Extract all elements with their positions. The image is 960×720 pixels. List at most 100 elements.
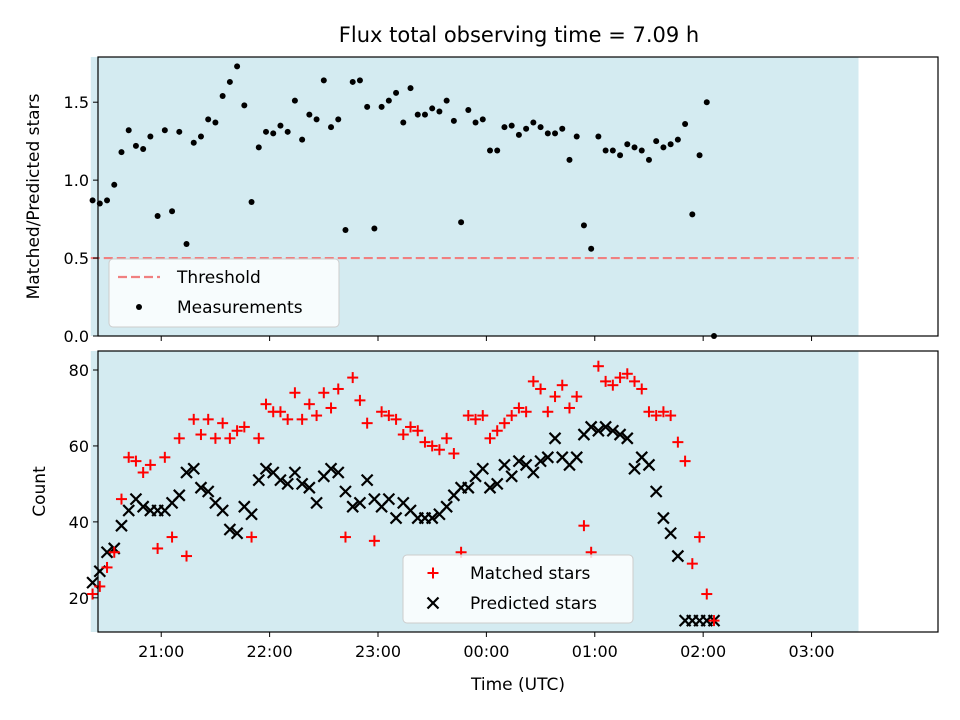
measurement-point	[523, 125, 530, 132]
matched-star-point	[115, 493, 127, 505]
matched-star-point	[665, 410, 677, 422]
matched-star-point	[701, 588, 713, 600]
measurement-point	[414, 111, 421, 118]
measurement-point	[645, 156, 652, 163]
matched-star-point	[405, 421, 417, 433]
predicted-star-point	[462, 481, 475, 494]
matched-star-point	[108, 546, 120, 558]
matched-star-point	[217, 417, 229, 429]
predicted-star-point	[490, 477, 504, 491]
matched-star-point	[274, 406, 286, 418]
matched-star-point	[578, 520, 590, 532]
count-legend-box	[402, 554, 634, 624]
ratio-x-ticks	[160, 336, 813, 341]
matched-star-point	[527, 375, 539, 387]
matched-star-point	[477, 410, 489, 422]
matched-star-point	[397, 429, 409, 441]
matched-star-point	[571, 391, 583, 403]
measurement-point	[602, 147, 609, 154]
measurement-point	[472, 119, 479, 126]
matched-star-point	[347, 372, 359, 384]
measurement-point	[241, 102, 248, 109]
time-x-tick-label-5: 02:00	[680, 642, 726, 661]
ratio-panel-frame	[97, 56, 939, 337]
legend-predicted-marker	[426, 596, 440, 610]
matched-star-point	[339, 531, 351, 543]
predicted-star-point	[505, 470, 518, 483]
matched-star-point	[491, 425, 503, 437]
measurement-point	[125, 127, 132, 134]
measurement-point	[595, 133, 602, 140]
measurement-point	[458, 219, 465, 226]
predicted-star-point	[483, 481, 497, 494]
measurement-point	[356, 77, 363, 84]
matched-star-point	[390, 413, 402, 425]
matched-star-point	[462, 410, 474, 422]
measurement-point	[385, 97, 392, 104]
predicted-star-point	[628, 462, 641, 475]
predicted-star-point	[527, 466, 540, 479]
count-y-tick-label-3: 80	[69, 361, 89, 380]
predicted-star-point	[440, 500, 453, 513]
predicted-star-point	[223, 523, 237, 536]
predicted-star-point	[259, 462, 273, 475]
predicted-star-point	[548, 432, 562, 445]
predicted-star-point	[100, 545, 114, 559]
matched-star-point	[535, 383, 547, 395]
measurement-point	[400, 119, 407, 126]
measurement-point	[263, 128, 269, 135]
matched-star-point	[195, 429, 207, 441]
ratio-y-tick-label-1: 0.5	[64, 249, 89, 268]
matched-star-point	[238, 421, 250, 433]
predicted-star-point	[324, 462, 338, 475]
measurement-point	[147, 133, 154, 140]
predicted-star-point	[592, 424, 605, 438]
measurement-point	[349, 78, 356, 85]
matched-star-point	[657, 406, 669, 418]
measurement-point	[530, 119, 537, 126]
legend-matched-label: Matched stars	[470, 564, 590, 584]
measurement-point	[588, 245, 595, 252]
measurement-point	[617, 152, 624, 159]
measurement-point	[291, 97, 298, 104]
matched-star-point	[441, 432, 453, 444]
matched-star-point	[311, 410, 323, 422]
matched-star-point	[498, 417, 510, 429]
measurement-point	[573, 133, 580, 140]
matched-star-point	[253, 432, 265, 444]
ratio-panel: 0.0 0.5 1.0 1.5 Matched/Predicted stars Thr…	[24, 56, 939, 346]
matched-star-point	[224, 432, 236, 444]
matched-star-point	[296, 413, 308, 425]
matched-star-point	[144, 459, 156, 471]
time-x-tick-label-4: 01:00	[572, 642, 618, 661]
matched-star-point	[686, 558, 698, 570]
measurement-point	[226, 78, 233, 85]
measurement-point	[378, 103, 385, 110]
predicted-star-point	[115, 519, 128, 532]
matched-star-point	[87, 588, 99, 600]
measurement-point	[609, 147, 616, 154]
predicted-star-point	[541, 451, 555, 464]
matched-star-point	[289, 387, 301, 399]
time-x-tick-label-2: 23:00	[355, 642, 401, 661]
matched-star-point	[556, 379, 568, 391]
predicted-star-point	[310, 496, 323, 510]
matched-star-point	[260, 398, 272, 410]
predicted-star-point	[498, 458, 511, 472]
matched-star-point	[694, 531, 706, 543]
measurement-point	[450, 117, 457, 124]
measurement-point	[364, 103, 371, 110]
matched-star-point	[94, 580, 106, 592]
ratio-y-tick-label-3: 1.5	[64, 93, 89, 112]
legend-predicted-label: Predicted stars	[470, 594, 597, 614]
measurement-point	[703, 99, 710, 106]
predicted-star-point	[642, 458, 656, 472]
matched-star-point	[621, 368, 633, 380]
matched-star-point	[629, 375, 641, 387]
measurement-point	[371, 225, 378, 232]
matched-star-point	[361, 417, 373, 429]
measurement-point	[313, 116, 320, 123]
ratio-legend-box	[108, 258, 340, 328]
predicted-star-point	[599, 420, 612, 434]
predicted-star-point	[136, 500, 150, 513]
